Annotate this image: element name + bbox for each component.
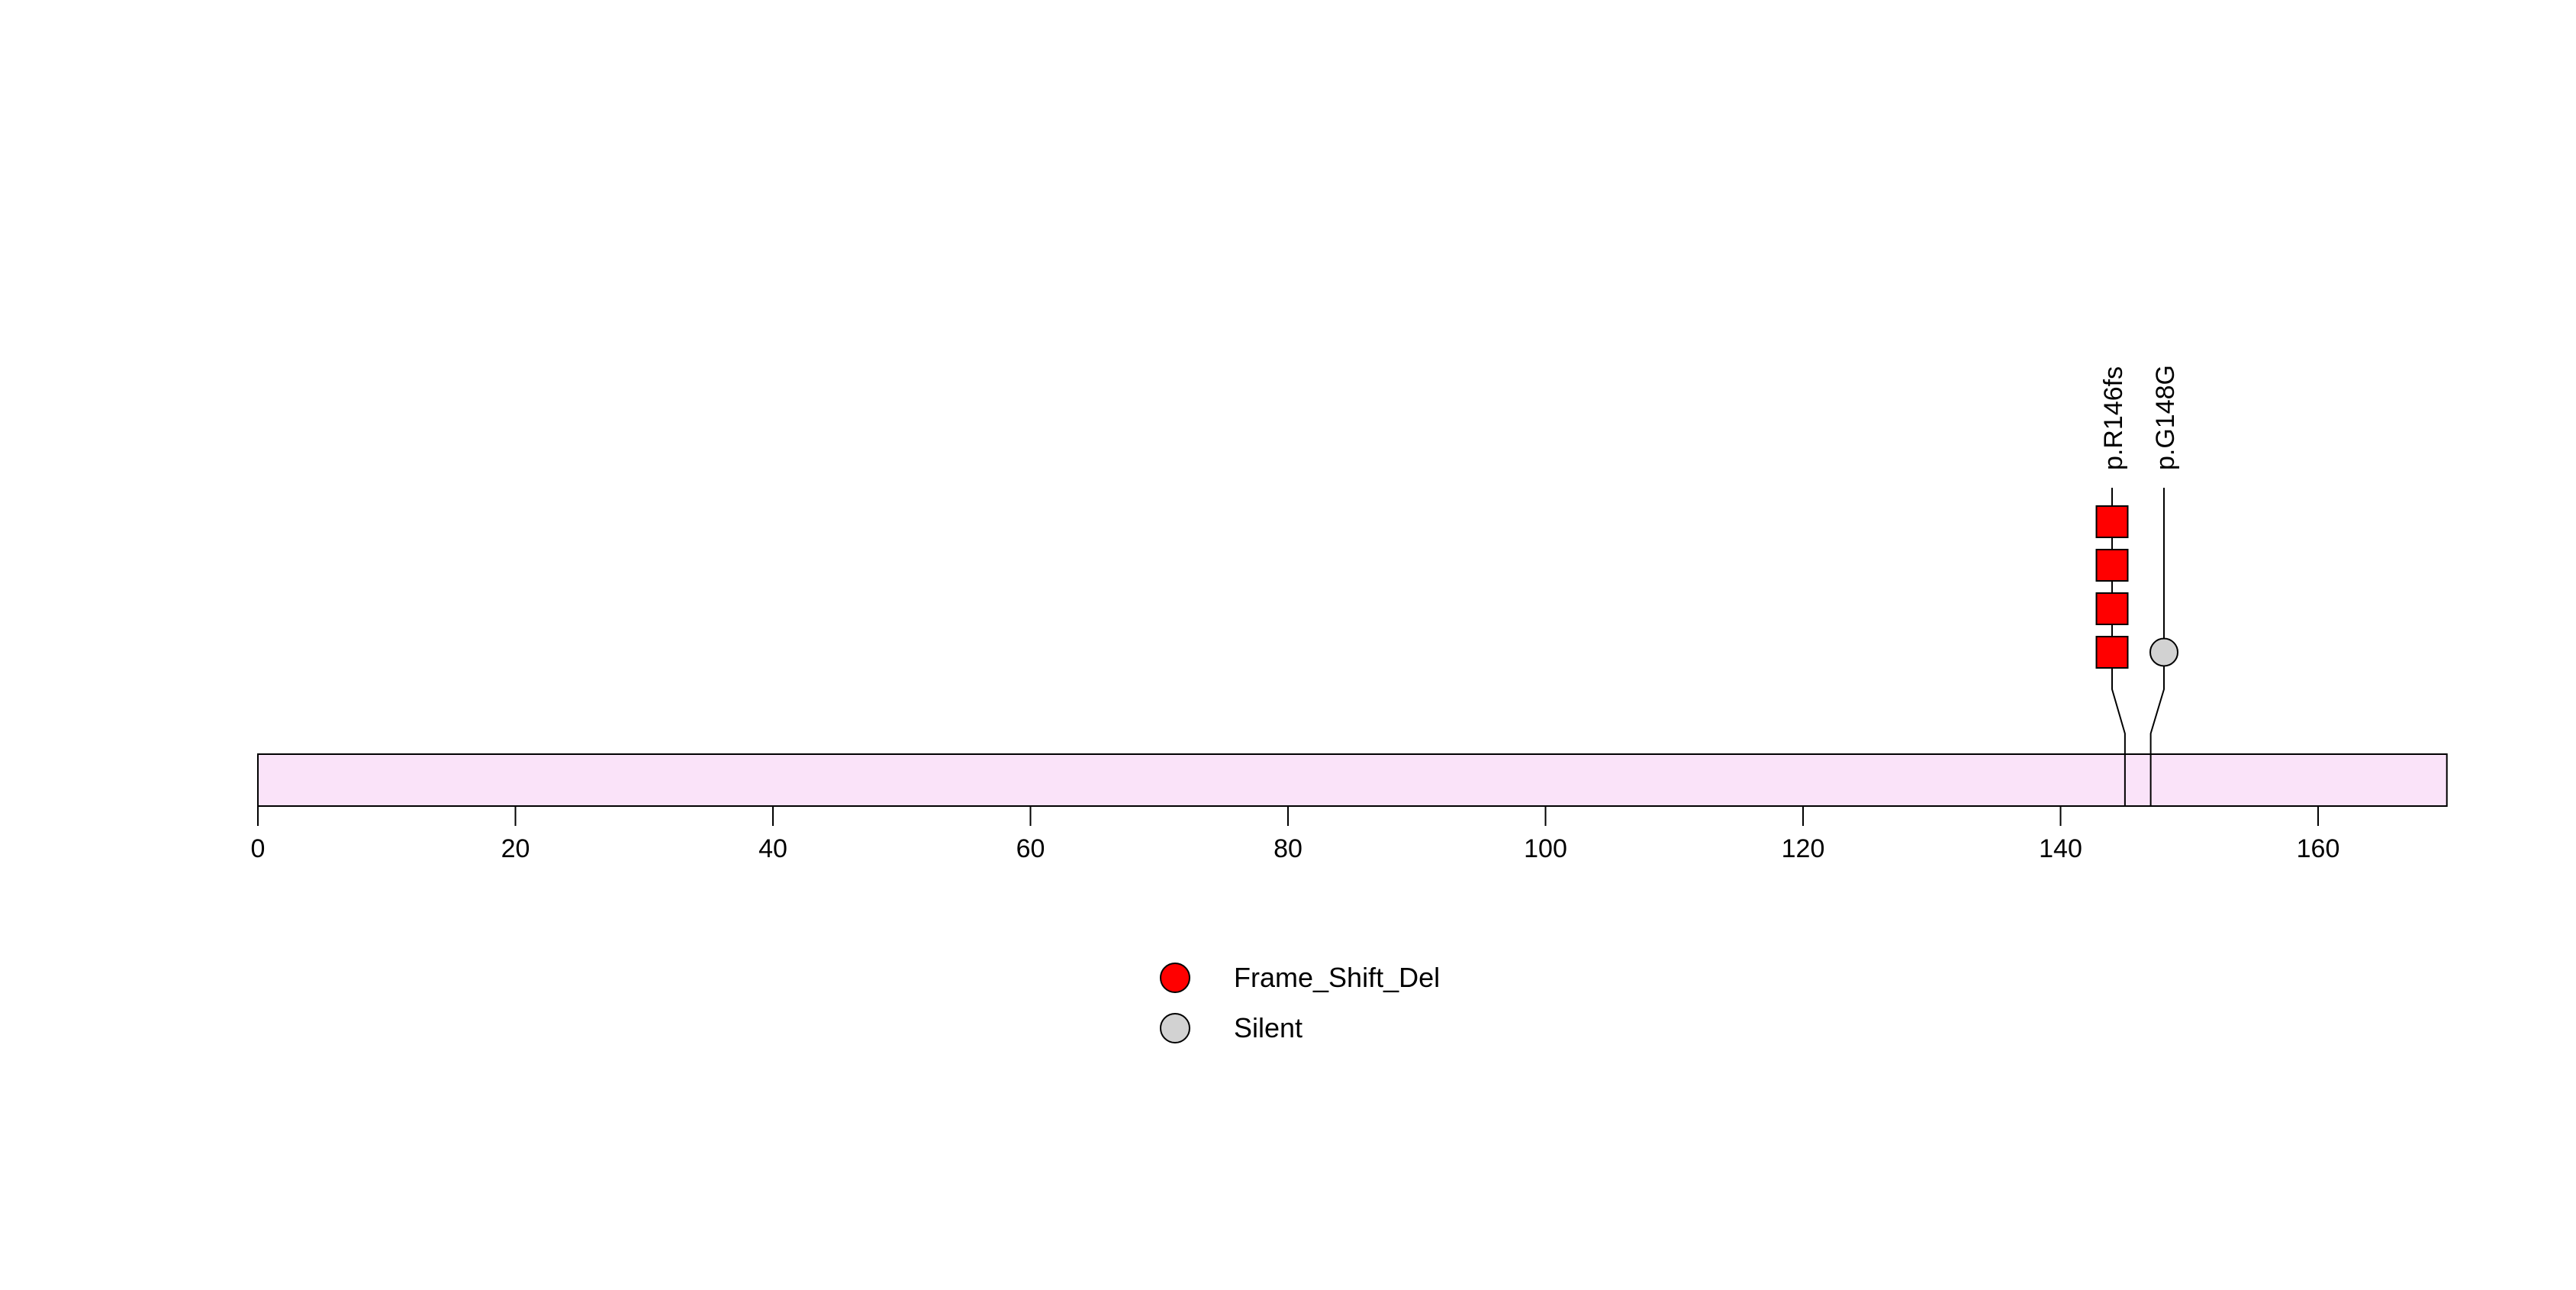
x-axis-tick-label: 20 bbox=[501, 834, 530, 863]
legend-row-silent: Silent bbox=[1160, 1013, 1440, 1043]
legend: Frame_Shift_Del Silent bbox=[1160, 963, 1440, 1043]
legend-label: Silent bbox=[1234, 1012, 1303, 1043]
x-axis-tick-label: 120 bbox=[1782, 834, 1825, 863]
mutation-marker-square bbox=[2095, 549, 2129, 582]
mutation-label: p.G148G bbox=[2151, 365, 2180, 470]
x-axis-tick-label: 140 bbox=[2039, 834, 2082, 863]
x-axis-tick-label: 60 bbox=[1016, 834, 1045, 863]
legend-label: Frame_Shift_Del bbox=[1234, 962, 1441, 993]
mutation-stem bbox=[2149, 488, 2165, 805]
mutation-marker-square bbox=[2095, 636, 2129, 669]
mutation-label: p.R146fs bbox=[2099, 366, 2128, 470]
protein-bar bbox=[257, 753, 2448, 807]
x-axis-tick-label: 40 bbox=[758, 834, 787, 863]
frame-shift-del-swatch-icon bbox=[1160, 963, 1190, 993]
mutation-stem bbox=[2111, 488, 2126, 805]
legend-row-frame-shift-del: Frame_Shift_Del bbox=[1160, 963, 1440, 993]
x-axis-tick-label: 160 bbox=[2297, 834, 2340, 863]
mutation-marker-square bbox=[2095, 592, 2129, 625]
x-axis-tick-label: 0 bbox=[251, 834, 266, 863]
mutation-marker-square bbox=[2095, 505, 2129, 538]
x-axis-tick-label: 100 bbox=[1524, 834, 1567, 863]
x-axis-tick-label: 80 bbox=[1274, 834, 1302, 863]
silent-swatch-icon bbox=[1160, 1013, 1190, 1043]
mutation-marker-circle bbox=[2149, 637, 2178, 667]
